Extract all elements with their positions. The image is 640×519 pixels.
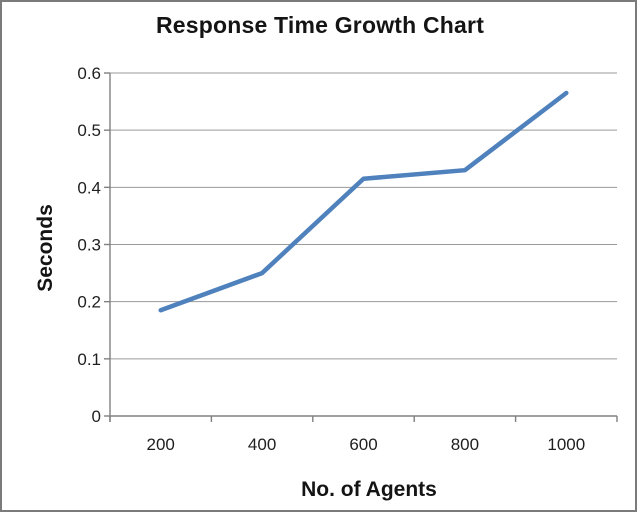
x-axis-title: No. of Agents <box>301 478 437 501</box>
y-tick-label: 0.1 <box>77 350 101 369</box>
x-tick-label: 800 <box>451 435 479 454</box>
x-tick-label: 400 <box>248 435 276 454</box>
y-tick-label: 0.3 <box>77 236 101 255</box>
y-tick-label: 0.4 <box>77 178 101 197</box>
y-tick-label: 0.5 <box>77 121 101 140</box>
x-tick-label: 200 <box>147 435 175 454</box>
x-tick-label: 600 <box>349 435 377 454</box>
y-tick-label: 0.2 <box>77 293 101 312</box>
series-line <box>158 90 569 313</box>
chart-title: Response Time Growth Chart <box>155 12 485 38</box>
y-tick-label: 0.6 <box>77 64 101 83</box>
y-tick-label: 0 <box>92 407 101 426</box>
x-tick-label: 1000 <box>547 435 585 454</box>
